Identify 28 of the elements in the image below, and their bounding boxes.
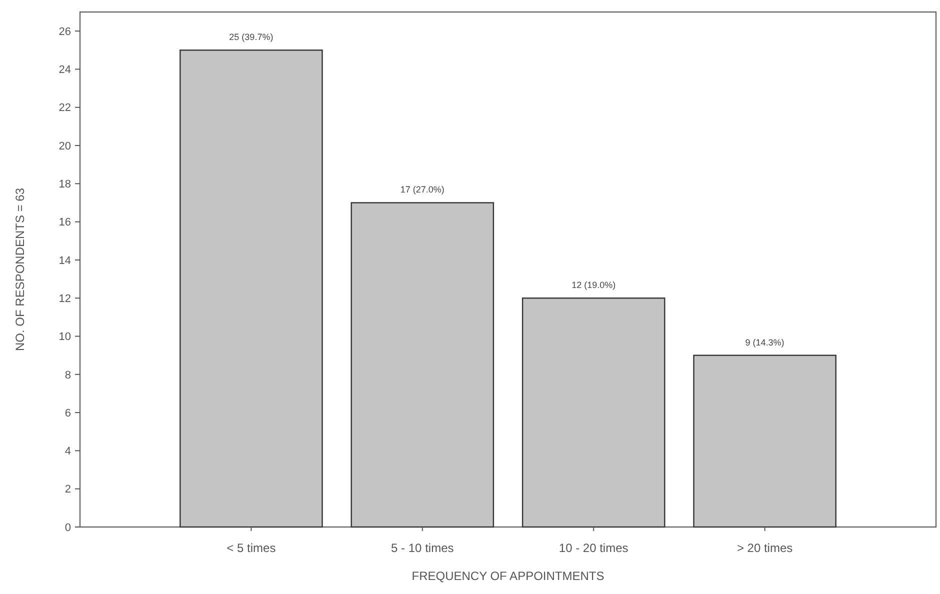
data-label: 25 (39.7%) bbox=[229, 32, 274, 42]
data-label: 9 (14.3%) bbox=[745, 337, 784, 348]
bar bbox=[522, 298, 666, 528]
x-tick-label: 10 - 20 times bbox=[558, 541, 628, 555]
y-tick-label: 24 bbox=[58, 64, 71, 76]
y-tick-label: 22 bbox=[58, 102, 71, 114]
y-tick-label: 26 bbox=[58, 26, 71, 38]
data-label: 17 (27.0%) bbox=[400, 184, 444, 195]
x-tick-label: < 5 times bbox=[226, 541, 276, 555]
y-tick-label: 16 bbox=[58, 216, 71, 229]
x-axis-title: FREQUENCY OF APPOINTMENTS bbox=[412, 569, 604, 583]
y-axis-title: NO. OF RESPONDENTS = 63 bbox=[13, 188, 27, 352]
y-tick-label: 6 bbox=[64, 407, 71, 420]
y-tick-label: 2 bbox=[64, 484, 71, 496]
y-tick-label: 20 bbox=[58, 140, 71, 152]
x-tick-label: > 20 times bbox=[736, 541, 793, 555]
bar bbox=[350, 202, 494, 528]
y-tick-label: 10 bbox=[58, 331, 71, 344]
y-tick-label: 8 bbox=[64, 369, 71, 382]
y-tick-label: 18 bbox=[58, 178, 71, 191]
data-label: 12 (19.0%) bbox=[572, 280, 616, 290]
bar bbox=[180, 50, 323, 528]
y-tick-label: 4 bbox=[64, 446, 71, 458]
y-tick-label: 12 bbox=[58, 292, 71, 305]
y-tick-label: 0 bbox=[64, 522, 71, 534]
y-tick-label: 14 bbox=[58, 254, 71, 267]
x-tick-label: 5 - 10 times bbox=[391, 541, 454, 555]
bar bbox=[693, 354, 836, 528]
